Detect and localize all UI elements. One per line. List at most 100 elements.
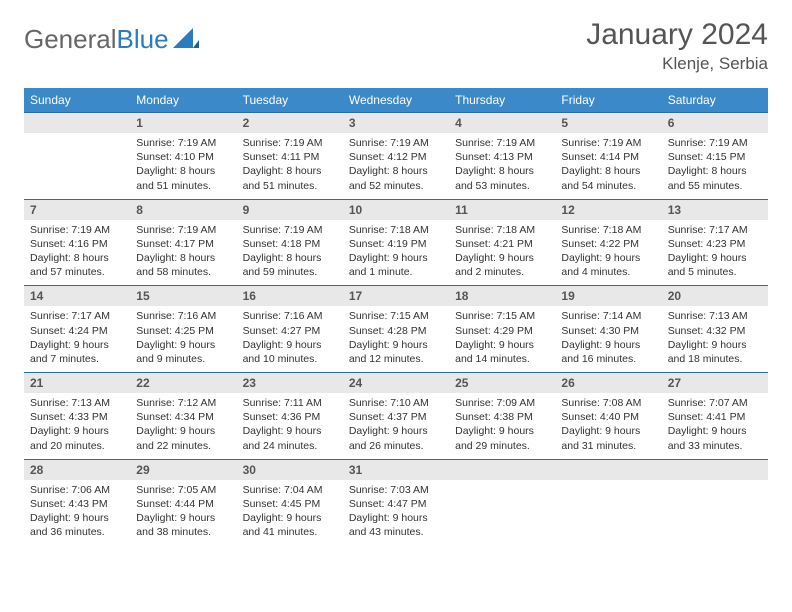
sunset-text: Sunset: 4:18 PM	[243, 237, 337, 251]
day-body: Sunrise: 7:10 AMSunset: 4:37 PMDaylight:…	[343, 393, 449, 459]
sunrise-text: Sunrise: 7:19 AM	[136, 223, 230, 237]
daylight-text-2: and 36 minutes.	[30, 525, 124, 539]
sunrise-text: Sunrise: 7:05 AM	[136, 483, 230, 497]
day-number: 20	[662, 286, 768, 307]
sunrise-text: Sunrise: 7:13 AM	[668, 309, 762, 323]
sunrise-text: Sunrise: 7:19 AM	[668, 136, 762, 150]
daylight-text-2: and 53 minutes.	[455, 179, 549, 193]
day-body: Sunrise: 7:18 AMSunset: 4:19 PMDaylight:…	[343, 220, 449, 286]
day-number: 5	[555, 113, 661, 134]
daylight-text-1: Daylight: 8 hours	[349, 164, 443, 178]
sunrise-text: Sunrise: 7:18 AM	[455, 223, 549, 237]
day-body: Sunrise: 7:19 AMSunset: 4:13 PMDaylight:…	[449, 133, 555, 199]
day-number-row: 21222324252627	[24, 373, 768, 394]
weekday-header-row: Sunday Monday Tuesday Wednesday Thursday…	[24, 88, 768, 113]
daylight-text-1: Daylight: 9 hours	[349, 338, 443, 352]
day-body: Sunrise: 7:12 AMSunset: 4:34 PMDaylight:…	[130, 393, 236, 459]
daylight-text-1: Daylight: 9 hours	[668, 338, 762, 352]
day-number: 30	[237, 459, 343, 480]
day-number-empty	[555, 459, 661, 480]
day-number: 14	[24, 286, 130, 307]
daylight-text-1: Daylight: 9 hours	[136, 338, 230, 352]
day-body-row: Sunrise: 7:06 AMSunset: 4:43 PMDaylight:…	[24, 480, 768, 546]
day-number: 28	[24, 459, 130, 480]
day-body: Sunrise: 7:13 AMSunset: 4:33 PMDaylight:…	[24, 393, 130, 459]
daylight-text-2: and 51 minutes.	[136, 179, 230, 193]
daylight-text-2: and 55 minutes.	[668, 179, 762, 193]
sunrise-text: Sunrise: 7:10 AM	[349, 396, 443, 410]
day-number-row: 123456	[24, 113, 768, 134]
daylight-text-1: Daylight: 9 hours	[243, 338, 337, 352]
sunset-text: Sunset: 4:22 PM	[561, 237, 655, 251]
daylight-text-2: and 41 minutes.	[243, 525, 337, 539]
sunrise-text: Sunrise: 7:09 AM	[455, 396, 549, 410]
dow-sunday: Sunday	[24, 88, 130, 113]
daylight-text-2: and 5 minutes.	[668, 265, 762, 279]
day-body-row: Sunrise: 7:13 AMSunset: 4:33 PMDaylight:…	[24, 393, 768, 459]
sunset-text: Sunset: 4:21 PM	[455, 237, 549, 251]
sunrise-text: Sunrise: 7:19 AM	[349, 136, 443, 150]
daylight-text-1: Daylight: 9 hours	[668, 424, 762, 438]
day-number: 29	[130, 459, 236, 480]
sunrise-text: Sunrise: 7:03 AM	[349, 483, 443, 497]
dow-tuesday: Tuesday	[237, 88, 343, 113]
daylight-text-2: and 12 minutes.	[349, 352, 443, 366]
daylight-text-2: and 26 minutes.	[349, 439, 443, 453]
daylight-text-1: Daylight: 9 hours	[561, 424, 655, 438]
day-number-row: 14151617181920	[24, 286, 768, 307]
sunset-text: Sunset: 4:28 PM	[349, 324, 443, 338]
day-number: 25	[449, 373, 555, 394]
sunset-text: Sunset: 4:30 PM	[561, 324, 655, 338]
day-body: Sunrise: 7:15 AMSunset: 4:29 PMDaylight:…	[449, 306, 555, 372]
sunset-text: Sunset: 4:12 PM	[349, 150, 443, 164]
daylight-text-2: and 43 minutes.	[349, 525, 443, 539]
daylight-text-1: Daylight: 8 hours	[668, 164, 762, 178]
day-body-empty	[24, 133, 130, 199]
day-number: 2	[237, 113, 343, 134]
daylight-text-1: Daylight: 9 hours	[243, 424, 337, 438]
day-body: Sunrise: 7:16 AMSunset: 4:25 PMDaylight:…	[130, 306, 236, 372]
daylight-text-2: and 16 minutes.	[561, 352, 655, 366]
daylight-text-2: and 59 minutes.	[243, 265, 337, 279]
day-body: Sunrise: 7:18 AMSunset: 4:21 PMDaylight:…	[449, 220, 555, 286]
sunset-text: Sunset: 4:36 PM	[243, 410, 337, 424]
daylight-text-1: Daylight: 9 hours	[136, 511, 230, 525]
sunrise-text: Sunrise: 7:12 AM	[136, 396, 230, 410]
day-body: Sunrise: 7:09 AMSunset: 4:38 PMDaylight:…	[449, 393, 555, 459]
day-number: 23	[237, 373, 343, 394]
daylight-text-2: and 14 minutes.	[455, 352, 549, 366]
day-number: 22	[130, 373, 236, 394]
daylight-text-2: and 51 minutes.	[243, 179, 337, 193]
day-number: 24	[343, 373, 449, 394]
day-body: Sunrise: 7:19 AMSunset: 4:16 PMDaylight:…	[24, 220, 130, 286]
day-body: Sunrise: 7:19 AMSunset: 4:14 PMDaylight:…	[555, 133, 661, 199]
sunrise-text: Sunrise: 7:19 AM	[30, 223, 124, 237]
sunset-text: Sunset: 4:10 PM	[136, 150, 230, 164]
sunset-text: Sunset: 4:41 PM	[668, 410, 762, 424]
sunrise-text: Sunrise: 7:13 AM	[30, 396, 124, 410]
day-body: Sunrise: 7:17 AMSunset: 4:23 PMDaylight:…	[662, 220, 768, 286]
daylight-text-2: and 4 minutes.	[561, 265, 655, 279]
day-number: 13	[662, 199, 768, 220]
daylight-text-1: Daylight: 9 hours	[349, 511, 443, 525]
day-body: Sunrise: 7:13 AMSunset: 4:32 PMDaylight:…	[662, 306, 768, 372]
sunrise-text: Sunrise: 7:14 AM	[561, 309, 655, 323]
daylight-text-2: and 52 minutes.	[349, 179, 443, 193]
sunrise-text: Sunrise: 7:16 AM	[136, 309, 230, 323]
daylight-text-2: and 58 minutes.	[136, 265, 230, 279]
location: Klenje, Serbia	[586, 54, 768, 74]
logo-sail-icon	[173, 24, 199, 55]
daylight-text-2: and 20 minutes.	[30, 439, 124, 453]
sunrise-text: Sunrise: 7:08 AM	[561, 396, 655, 410]
daylight-text-1: Daylight: 9 hours	[455, 338, 549, 352]
sunset-text: Sunset: 4:25 PM	[136, 324, 230, 338]
daylight-text-2: and 54 minutes.	[561, 179, 655, 193]
day-body: Sunrise: 7:19 AMSunset: 4:15 PMDaylight:…	[662, 133, 768, 199]
daylight-text-1: Daylight: 8 hours	[561, 164, 655, 178]
sunset-text: Sunset: 4:11 PM	[243, 150, 337, 164]
day-number: 19	[555, 286, 661, 307]
day-number: 26	[555, 373, 661, 394]
day-body-empty	[555, 480, 661, 546]
day-body: Sunrise: 7:17 AMSunset: 4:24 PMDaylight:…	[24, 306, 130, 372]
sunrise-text: Sunrise: 7:19 AM	[561, 136, 655, 150]
